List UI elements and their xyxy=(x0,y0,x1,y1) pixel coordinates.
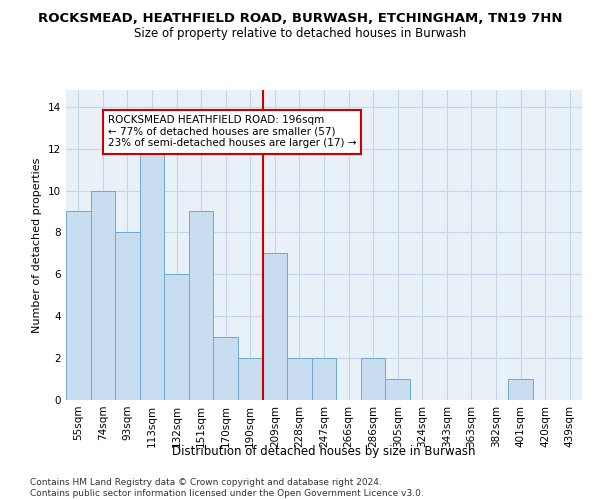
Bar xyxy=(287,358,312,400)
Text: ROCKSMEAD HEATHFIELD ROAD: 196sqm
← 77% of detached houses are smaller (57)
23% : ROCKSMEAD HEATHFIELD ROAD: 196sqm ← 77% … xyxy=(108,115,356,148)
Bar xyxy=(361,358,385,400)
Bar xyxy=(140,148,164,400)
Text: Contains HM Land Registry data © Crown copyright and database right 2024.
Contai: Contains HM Land Registry data © Crown c… xyxy=(30,478,424,498)
Bar xyxy=(189,212,214,400)
Bar xyxy=(214,337,238,400)
Bar xyxy=(66,212,91,400)
Bar xyxy=(91,190,115,400)
Bar xyxy=(115,232,140,400)
Bar xyxy=(508,379,533,400)
Y-axis label: Number of detached properties: Number of detached properties xyxy=(32,158,43,332)
Bar xyxy=(238,358,263,400)
Bar xyxy=(385,379,410,400)
Text: Distribution of detached houses by size in Burwash: Distribution of detached houses by size … xyxy=(172,444,476,458)
Bar xyxy=(164,274,189,400)
Bar xyxy=(312,358,336,400)
Text: Size of property relative to detached houses in Burwash: Size of property relative to detached ho… xyxy=(134,28,466,40)
Text: ROCKSMEAD, HEATHFIELD ROAD, BURWASH, ETCHINGHAM, TN19 7HN: ROCKSMEAD, HEATHFIELD ROAD, BURWASH, ETC… xyxy=(38,12,562,26)
Bar xyxy=(263,254,287,400)
